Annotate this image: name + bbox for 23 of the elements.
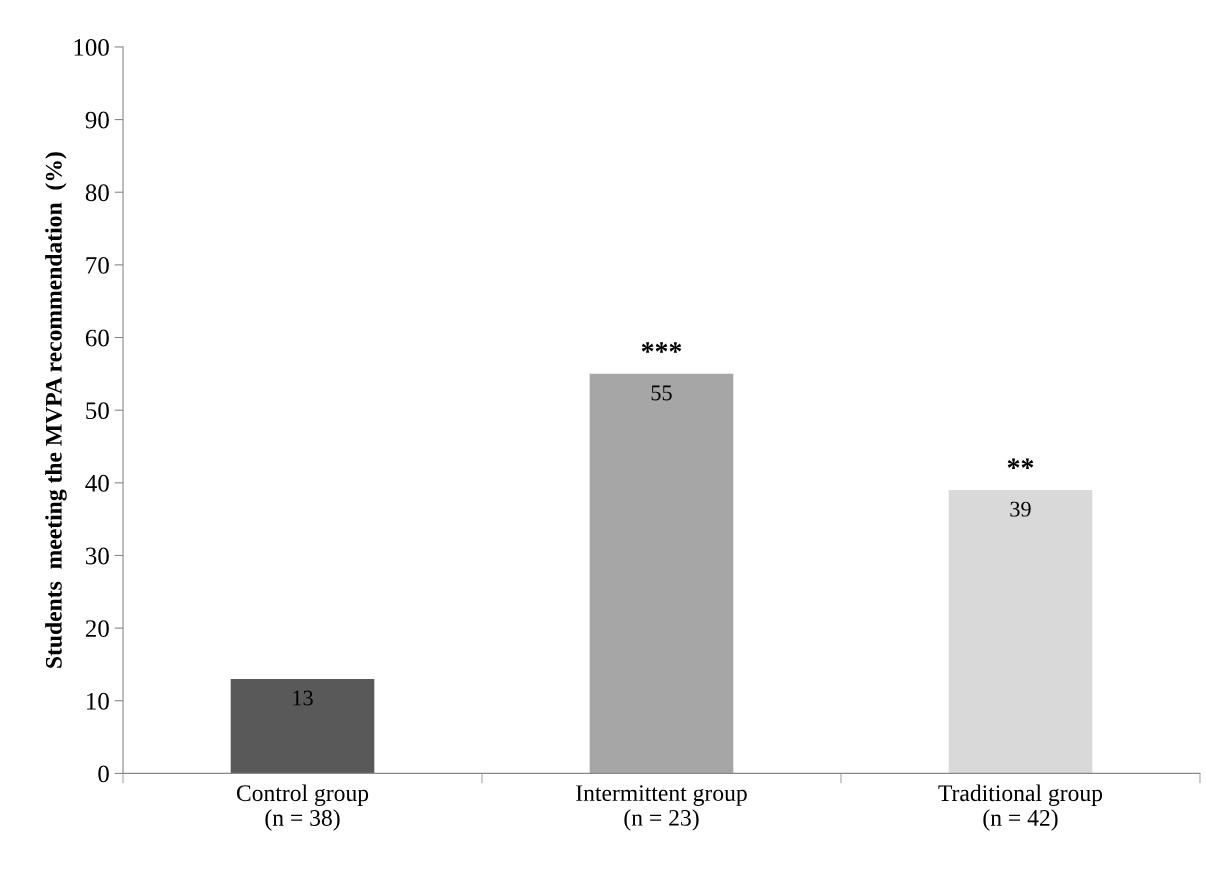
y-tick-label: 90 — [85, 111, 109, 129]
y-tick-label: 10 — [87, 692, 109, 710]
bar — [948, 490, 1093, 774]
annotation: ** — [1007, 458, 1034, 470]
y-tick-label: 30 — [86, 547, 109, 565]
y-tick-label: 100 — [74, 38, 109, 56]
data-label: 13 — [293, 690, 313, 706]
y-tick-label: 20 — [85, 620, 109, 638]
y-tick-label: 0 — [98, 765, 109, 783]
y-tick-label: 80 — [85, 184, 109, 202]
y-tick-label: 40 — [85, 474, 109, 492]
data-label: 39 — [1010, 501, 1031, 517]
annotation: *** — [641, 342, 682, 353]
x-tick-label: Control group (n = 38) — [236, 784, 369, 831]
x-tick-label: Traditional group (n = 42) — [938, 784, 1103, 831]
x-tick-label: Intermittent group (n = 23) — [576, 785, 747, 831]
y-tick-label: 50 — [86, 402, 109, 420]
bar — [230, 678, 375, 774]
data-label: 55 — [651, 385, 672, 401]
y-tick-label: 70 — [86, 256, 109, 274]
bar — [589, 373, 734, 774]
y-tick-label: 60 — [85, 329, 109, 347]
y-axis-title: Students meeting the MVPA recommendation (%) — [45, 152, 67, 668]
